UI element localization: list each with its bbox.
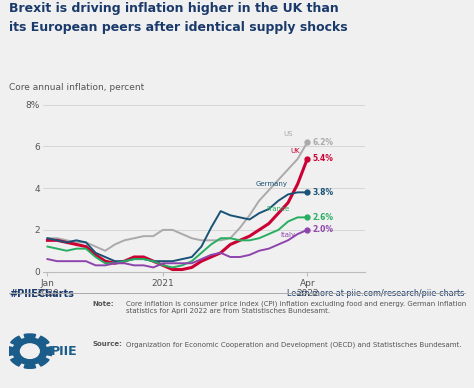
Text: 2.6%: 2.6% [312, 213, 333, 222]
Text: Organization for Economic Cooperation and Development (OECD) and Statistisches B: Organization for Economic Cooperation an… [126, 341, 461, 348]
Text: Learn more at piie.com/research/piie-charts: Learn more at piie.com/research/piie-cha… [287, 289, 465, 298]
Wedge shape [10, 351, 30, 366]
Text: Note:: Note: [92, 301, 114, 307]
Text: Source:: Source: [92, 341, 122, 347]
Wedge shape [10, 336, 30, 351]
Text: Brexit is driving inflation higher in the UK than: Brexit is driving inflation higher in th… [9, 2, 339, 15]
Text: Italy: Italy [281, 232, 296, 238]
Text: 5.4%: 5.4% [312, 154, 333, 163]
Wedge shape [24, 351, 36, 368]
Wedge shape [30, 336, 49, 351]
Wedge shape [8, 347, 30, 355]
Wedge shape [30, 351, 49, 366]
Text: 2.0%: 2.0% [312, 225, 333, 234]
Text: France: France [267, 206, 290, 212]
Text: UK: UK [290, 148, 300, 154]
Text: Core inflation is consumer price index (CPI) inflation excluding food and energy: Core inflation is consumer price index (… [126, 301, 466, 314]
Text: PIIE: PIIE [51, 345, 78, 358]
Circle shape [13, 338, 47, 364]
Text: 3.8%: 3.8% [312, 188, 333, 197]
Text: its European peers after identical supply shocks: its European peers after identical suppl… [9, 21, 348, 35]
Text: 6.2%: 6.2% [312, 138, 333, 147]
Circle shape [20, 344, 39, 359]
Text: #PIIECharts: #PIIECharts [9, 289, 74, 299]
Text: Germany: Germany [256, 181, 288, 187]
Text: Core annual inflation, percent: Core annual inflation, percent [9, 83, 145, 92]
Text: US: US [283, 131, 293, 137]
Wedge shape [24, 334, 36, 351]
Wedge shape [30, 347, 52, 355]
